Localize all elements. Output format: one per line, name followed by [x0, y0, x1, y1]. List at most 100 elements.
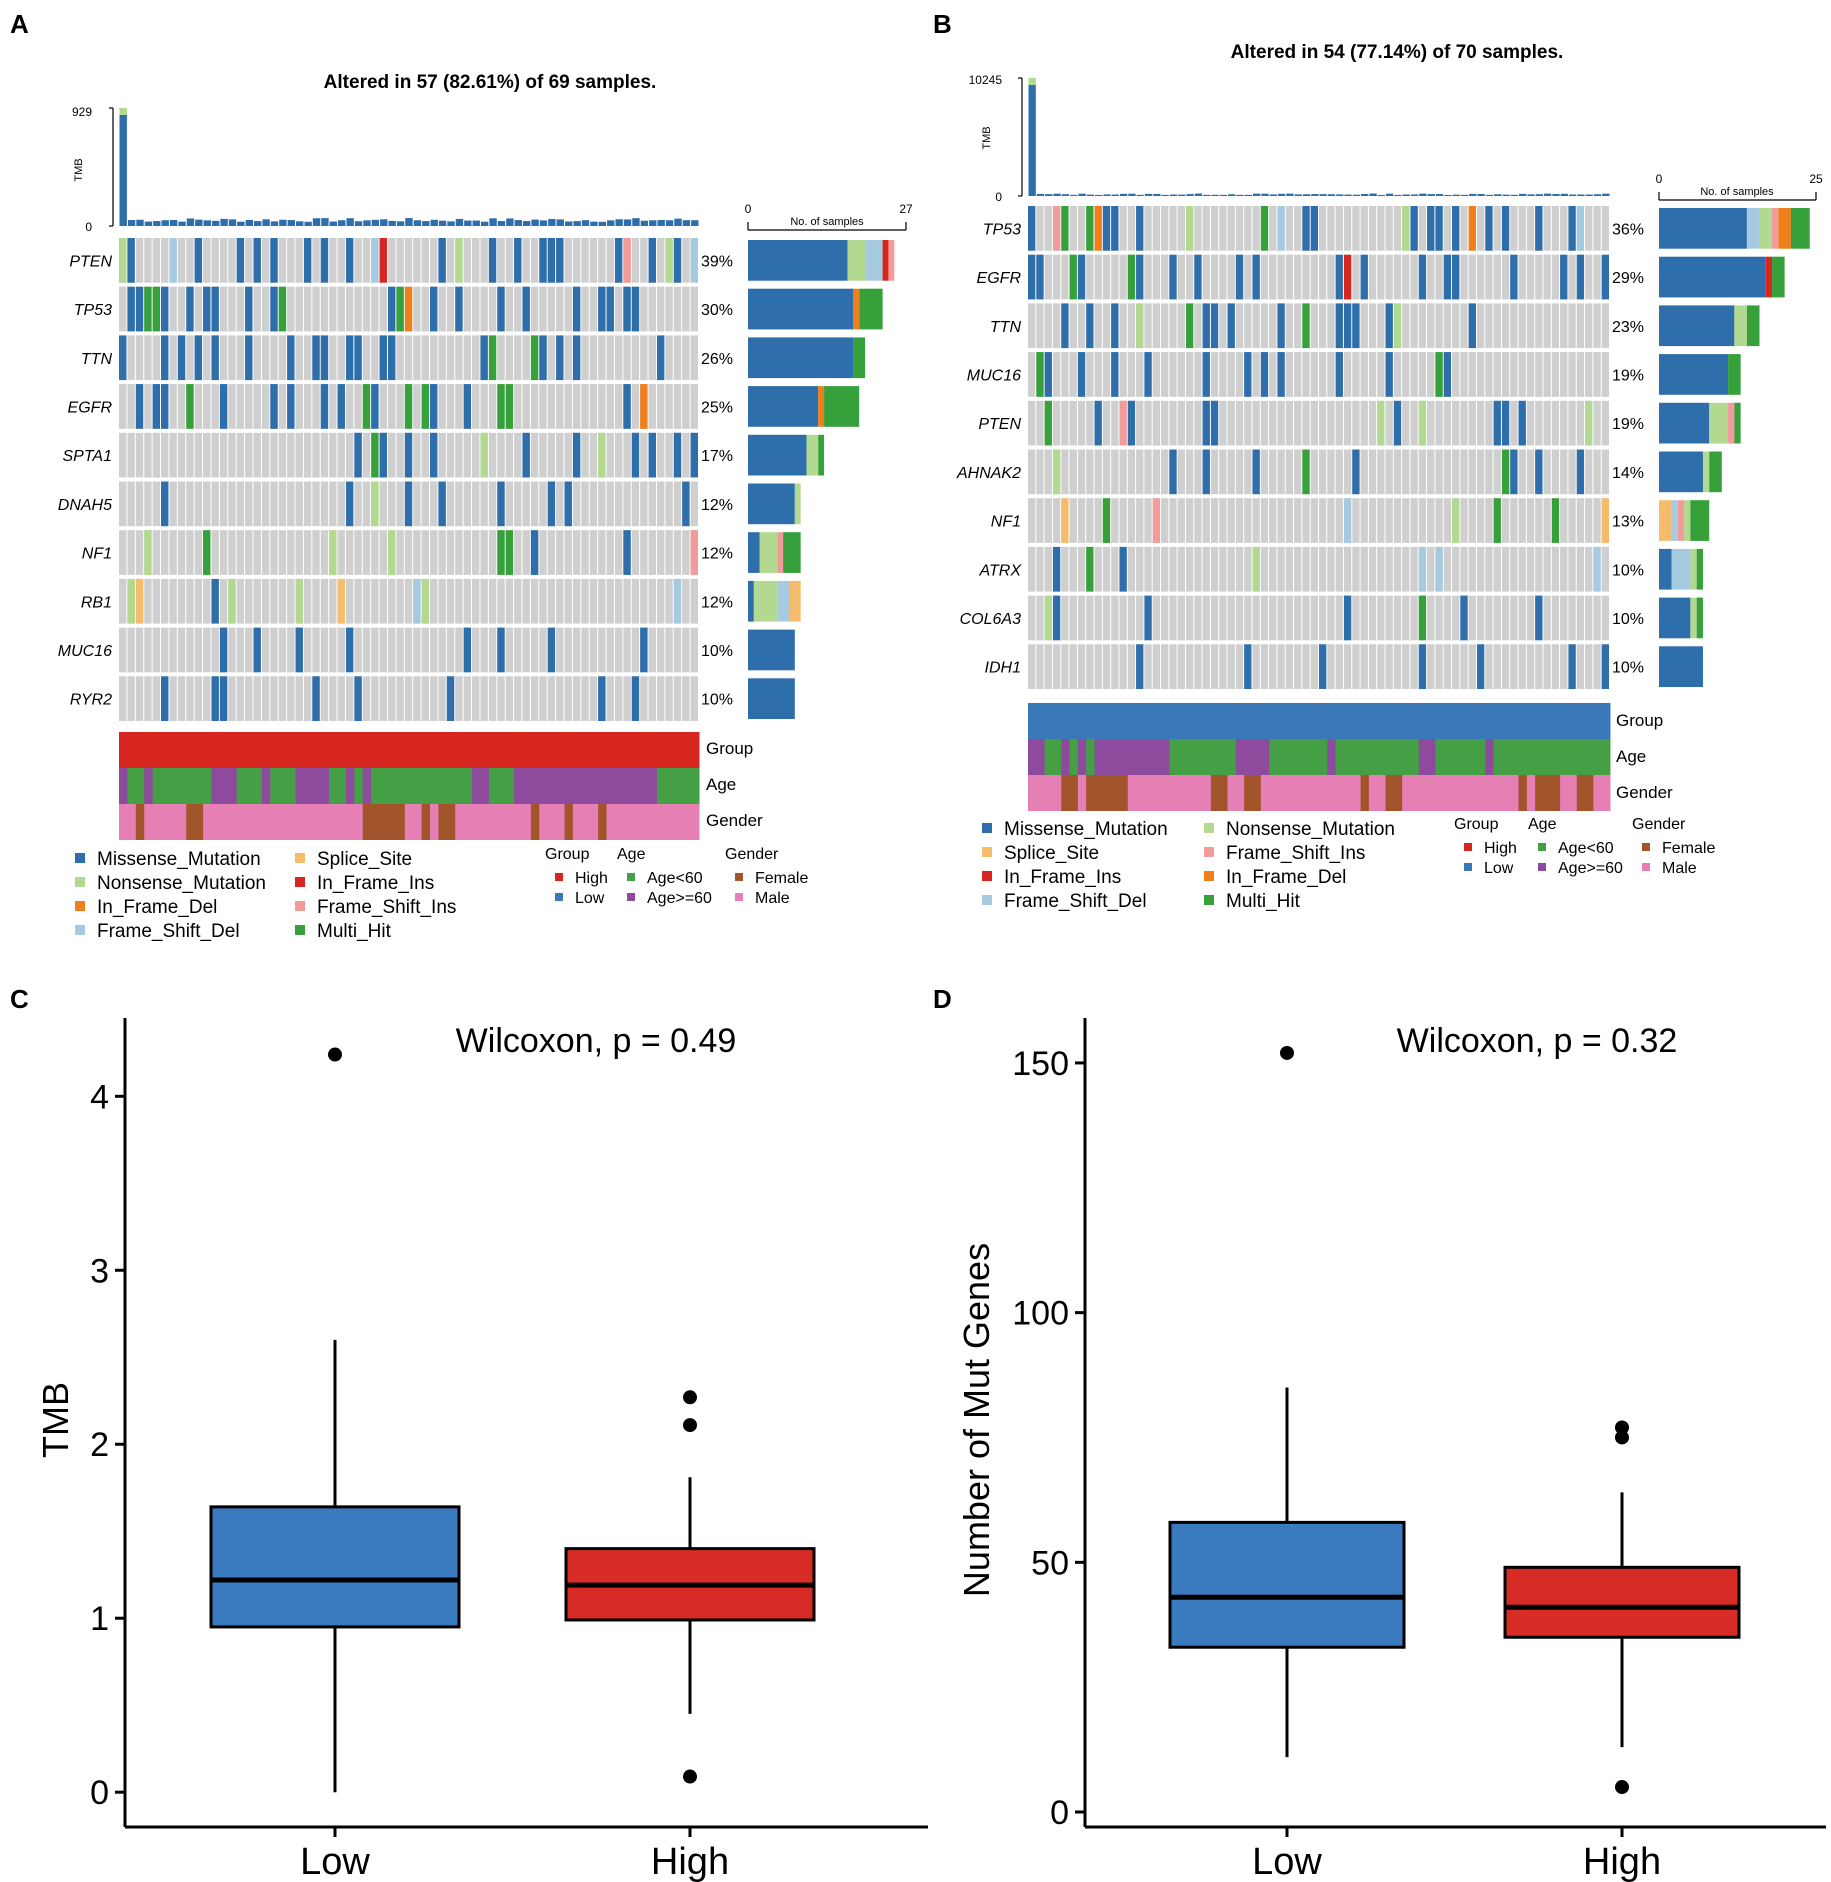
- annotation-cell: [1402, 739, 1411, 775]
- grid-cell: [673, 286, 682, 332]
- grid-cell: [1601, 595, 1609, 641]
- grid-cell: [1427, 449, 1435, 495]
- annotation-cell: [1127, 703, 1137, 739]
- grid-cell: [1576, 595, 1585, 641]
- grid-cell: [648, 481, 656, 527]
- grid-cell: [1493, 303, 1501, 349]
- grid-cell: [119, 627, 127, 673]
- grid-cell: [337, 676, 345, 721]
- mutation-cell: [522, 286, 530, 332]
- box-high: [1503, 1565, 1741, 1639]
- grid-cell: [682, 238, 690, 283]
- annotation-cell: [119, 804, 128, 840]
- mutation-cell: [1052, 206, 1061, 251]
- annotation-cell: [362, 804, 372, 840]
- grid-cell: [1219, 400, 1227, 446]
- mutation-cell: [1136, 254, 1144, 300]
- legend-label: Female: [755, 870, 808, 887]
- tmb-bar: [1427, 194, 1435, 196]
- grid-cell: [1161, 498, 1169, 543]
- oncoplot-b-tmb-label: TMB: [981, 126, 993, 149]
- grid-cell: [371, 286, 379, 332]
- grid-cell: [1227, 595, 1235, 641]
- annotation-cell: [354, 768, 364, 804]
- mutation-cell: [1335, 303, 1343, 349]
- grid-cell: [640, 530, 648, 575]
- annotation-cell: [564, 732, 574, 768]
- grid-cell: [1443, 449, 1452, 495]
- annotation-cell: [690, 732, 700, 768]
- grid-cell: [1443, 546, 1452, 592]
- grid-cell: [1136, 595, 1144, 641]
- annotation-cell: [261, 804, 271, 840]
- sample-count-bar: [1659, 305, 1735, 347]
- grid-cell: [1094, 595, 1102, 641]
- mutation-cell: [228, 578, 236, 624]
- grid-cell: [1285, 352, 1294, 397]
- annotation-cell: [455, 732, 465, 768]
- grid-cell: [1102, 352, 1111, 397]
- grid-cell: [1310, 644, 1318, 689]
- tmb-bar: [144, 221, 153, 226]
- annotation-cell: [144, 768, 154, 804]
- oncoplot-a-bar-axis-max: 27: [899, 202, 913, 216]
- grid-cell: [261, 481, 270, 527]
- annotation-cell: [606, 768, 616, 804]
- mutation-cell: [219, 384, 228, 429]
- grid-cell: [404, 578, 413, 624]
- annotation-cell: [673, 732, 683, 768]
- grid-cell: [127, 481, 135, 527]
- tmb-bar: [1527, 194, 1535, 196]
- grid-cell: [278, 676, 287, 721]
- grid-cell: [1119, 498, 1127, 543]
- oncoplot-a-annot-group: Group: [706, 739, 753, 758]
- grid-cell: [1185, 546, 1194, 592]
- mutation-cell: [1460, 595, 1468, 641]
- grid-cell: [1069, 400, 1077, 446]
- grid-cell: [514, 530, 522, 575]
- grid-cell: [1086, 254, 1094, 300]
- grid-cell: [1593, 206, 1601, 251]
- grid-cell: [1235, 449, 1244, 495]
- grid-cell: [1185, 498, 1194, 543]
- grid-cell: [1335, 595, 1343, 641]
- grid-cell: [245, 432, 253, 478]
- annotation-cell: [1277, 703, 1287, 739]
- annotation-cell: [472, 732, 481, 768]
- grid-cell: [144, 627, 152, 673]
- grid-cell: [1277, 254, 1285, 300]
- gene-pct: 12%: [701, 546, 733, 563]
- grid-cell: [1343, 400, 1352, 446]
- sample-count-bar: [748, 337, 854, 379]
- sample-count-bar: [1772, 208, 1779, 249]
- grid-cell: [413, 481, 421, 527]
- mutation-cell: [547, 481, 556, 527]
- grid-cell: [1161, 206, 1169, 251]
- grid-cell: [497, 578, 505, 624]
- grid-cell: [1069, 206, 1077, 251]
- grid-cell: [236, 627, 245, 673]
- grid-cell: [1551, 400, 1560, 446]
- grid-cell: [690, 627, 698, 673]
- grid-cell: [1310, 303, 1318, 349]
- legend-label: In_Frame_Del: [97, 897, 217, 918]
- grid-cell: [345, 676, 354, 721]
- annotation-cell: [135, 804, 145, 840]
- grid-cell: [413, 286, 421, 332]
- annotation-cell: [1468, 703, 1478, 739]
- grid-cell: [1152, 352, 1161, 397]
- grid-cell: [186, 627, 194, 673]
- grid-cell: [522, 530, 530, 575]
- grid-cell: [656, 481, 665, 527]
- mutation-cell: [1119, 546, 1127, 592]
- tmb-bar: [1294, 194, 1302, 196]
- mutation-cell: [1144, 352, 1152, 397]
- annotation-cell: [1310, 703, 1320, 739]
- y-tick-label: 1: [90, 1600, 109, 1638]
- grid-cell: [564, 627, 572, 673]
- annotation-cell: [219, 732, 229, 768]
- mutation-cell: [1393, 400, 1402, 446]
- grid-cell: [1260, 449, 1269, 495]
- legend-label: Frame_Shift_Ins: [1226, 843, 1365, 864]
- annotation-cell: [345, 732, 355, 768]
